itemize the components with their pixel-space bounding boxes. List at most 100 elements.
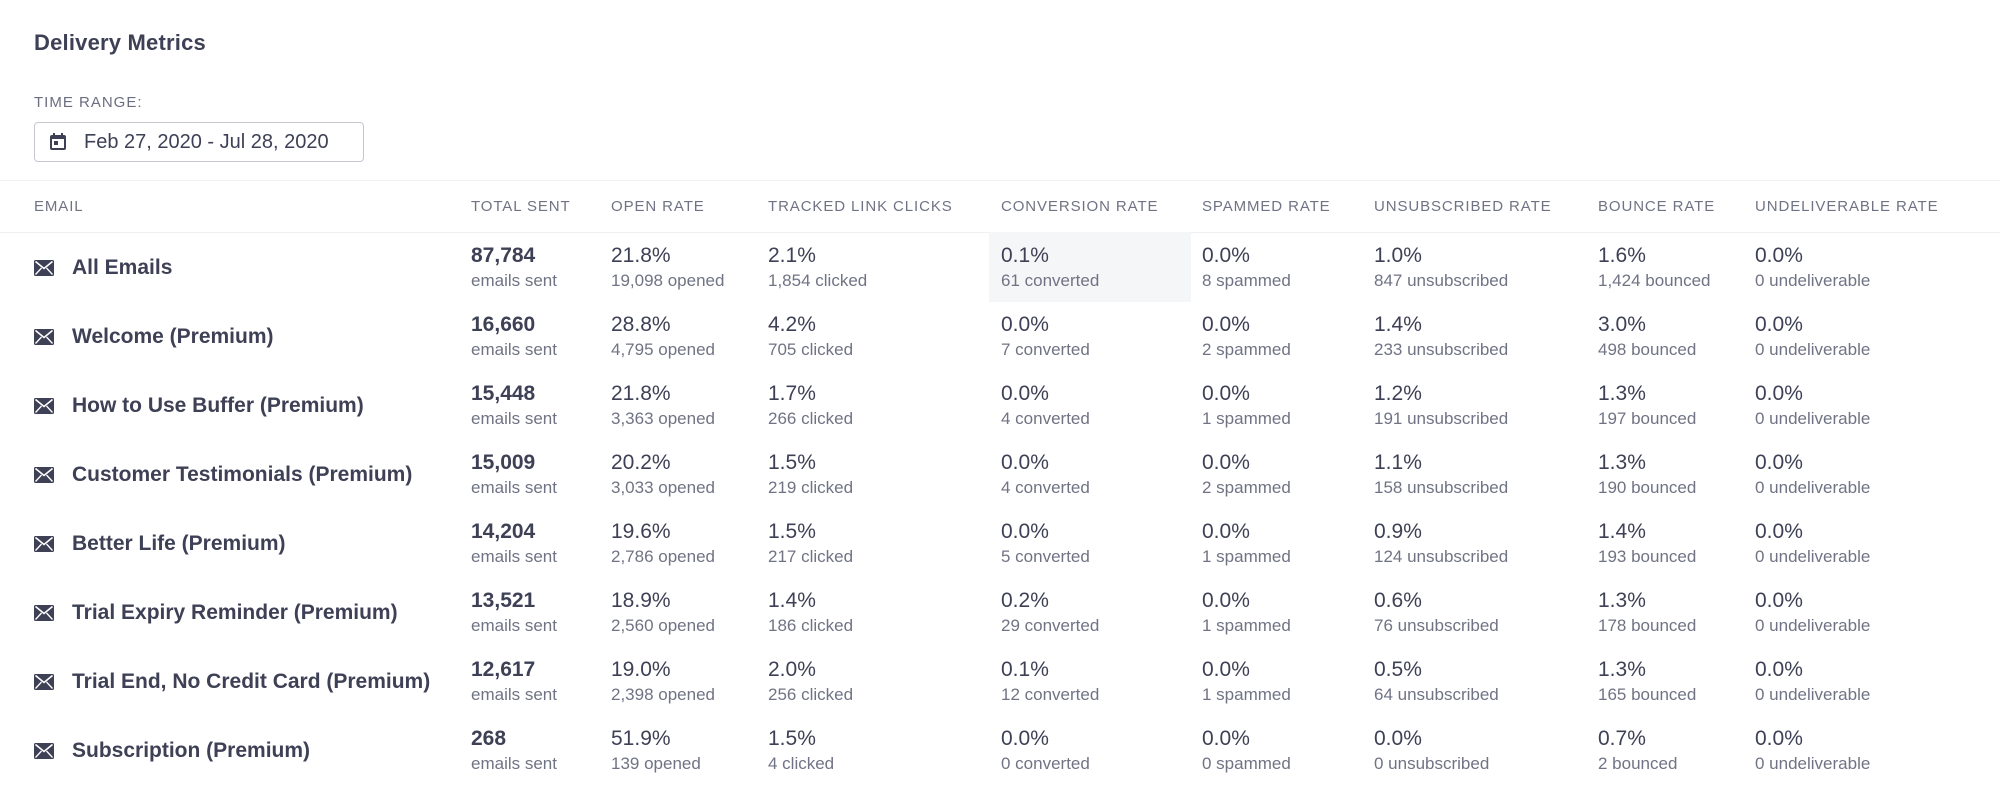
unsubscribed-rate-cell: 1.4% 233 unsubscribed (1374, 312, 1508, 361)
spammed-rate-value: 0.0% (1202, 451, 1250, 474)
bounce-rate-cell: 1.4% 193 bounced (1598, 519, 1696, 568)
column-header-unsubscribed-rate: UNSUBSCRIBED RATE (1374, 198, 1552, 215)
table-row[interactable]: Trial Expiry Reminder (Premium) 13,521 ema… (0, 578, 2000, 647)
conversion-rate-value: 0.0% (1001, 520, 1049, 543)
unsubscribed-rate-subtext: 847 unsubscribed (1374, 271, 1509, 290)
open-rate-value: 21.8% (611, 382, 671, 405)
conversion-rate-cell: 0.0% 7 converted (1001, 312, 1090, 361)
undeliverable-rate-subtext: 0 undeliverable (1755, 547, 1871, 566)
email-name: Trial Expiry Reminder (Premium) (72, 600, 398, 624)
open-rate-cell: 18.9% 2,560 opened (611, 588, 715, 637)
bounce-rate-cell: 1.3% 190 bounced (1598, 450, 1696, 499)
undeliverable-rate-cell: 0.0% 0 undeliverable (1755, 450, 1870, 499)
tracked-link-clicks-value: 1.4% (768, 589, 816, 612)
total-sent-value: 13,521 (471, 589, 536, 612)
conversion-rate-value: 0.1% (1001, 244, 1049, 267)
column-header-open-rate: OPEN RATE (611, 198, 705, 215)
open-rate-value: 19.0% (611, 658, 671, 681)
tracked-link-clicks-cell: 2.0% 256 clicked (768, 657, 853, 706)
email-name: Better Life (Premium) (72, 531, 286, 555)
email-name-cell[interactable]: Trial End, No Credit Card (Premium) (34, 647, 430, 716)
total-sent-subtext: emails sent (471, 754, 557, 773)
bounce-rate-cell: 0.7% 2 bounced (1598, 726, 1677, 775)
spammed-rate-cell: 0.0% 8 spammed (1202, 243, 1291, 292)
undeliverable-rate-subtext: 0 undeliverable (1755, 685, 1871, 704)
bounce-rate-value: 1.4% (1598, 520, 1646, 543)
total-sent-subtext: emails sent (471, 271, 557, 290)
envelope-icon (34, 259, 54, 276)
tracked-link-clicks-subtext: 266 clicked (768, 409, 854, 428)
open-rate-subtext: 3,363 opened (611, 409, 715, 428)
open-rate-cell: 28.8% 4,795 opened (611, 312, 715, 361)
unsubscribed-rate-subtext: 124 unsubscribed (1374, 547, 1509, 566)
email-name: Subscription (Premium) (72, 738, 311, 762)
email-name-cell[interactable]: Better Life (Premium) (34, 509, 286, 578)
email-name-cell[interactable]: All Emails (34, 233, 172, 302)
open-rate-cell: 19.6% 2,786 opened (611, 519, 715, 568)
undeliverable-rate-value: 0.0% (1755, 313, 1803, 336)
undeliverable-rate-value: 0.0% (1755, 520, 1803, 543)
tracked-link-clicks-cell: 1.5% 217 clicked (768, 519, 853, 568)
column-header-email: EMAIL (34, 198, 84, 215)
email-name-cell[interactable]: Trial Expiry Reminder (Premium) (34, 578, 398, 647)
conversion-rate-subtext: 7 converted (1001, 340, 1090, 359)
envelope-icon (34, 604, 54, 621)
unsubscribed-rate-value: 1.0% (1374, 244, 1422, 267)
tracked-link-clicks-value: 1.7% (768, 382, 816, 405)
spammed-rate-cell: 0.0% 1 spammed (1202, 588, 1291, 637)
unsubscribed-rate-cell: 0.0% 0 unsubscribed (1374, 726, 1489, 775)
total-sent-cell: 15,009 emails sent (471, 450, 557, 499)
email-name: All Emails (72, 255, 173, 279)
email-name-cell[interactable]: Customer Testimonials (Premium) (34, 440, 412, 509)
conversion-rate-value: 0.0% (1001, 382, 1049, 405)
table-row[interactable]: Welcome (Premium) 16,660 emails sent 28.8% 4… (0, 302, 2000, 371)
undeliverable-rate-subtext: 0 undeliverable (1755, 271, 1871, 290)
total-sent-subtext: emails sent (471, 478, 557, 497)
tracked-link-clicks-subtext: 219 clicked (768, 478, 854, 497)
email-name-cell[interactable]: Welcome (Premium) (34, 302, 274, 371)
tracked-link-clicks-value: 1.5% (768, 727, 816, 750)
tracked-link-clicks-subtext: 705 clicked (768, 340, 854, 359)
undeliverable-rate-value: 0.0% (1755, 589, 1803, 612)
unsubscribed-rate-subtext: 191 unsubscribed (1374, 409, 1509, 428)
spammed-rate-subtext: 2 spammed (1202, 340, 1291, 359)
conversion-rate-value: 0.2% (1001, 589, 1049, 612)
email-name: Trial End, No Credit Card (Premium) (72, 669, 431, 693)
total-sent-value: 87,784 (471, 244, 536, 267)
page-title: Delivery Metrics (34, 30, 206, 55)
email-name-cell[interactable]: How to Use Buffer (Premium) (34, 371, 364, 440)
column-header-undeliverable-rate: UNDELIVERABLE RATE (1755, 198, 1939, 215)
email-name: Welcome (Premium) (72, 324, 274, 348)
table-row[interactable]: Customer Testimonials (Premium) 15,009 ema… (0, 440, 2000, 509)
date-range-picker[interactable]: Feb 27, 2020 - Jul 28, 2020 (34, 122, 364, 162)
column-header-tracked-link-clicks: TRACKED LINK CLICKS (768, 198, 953, 215)
email-name-cell[interactable]: Subscription (Premium) (34, 716, 310, 785)
open-rate-subtext: 139 opened (611, 754, 701, 773)
conversion-rate-value: 0.1% (1001, 658, 1049, 681)
bounce-rate-value: 3.0% (1598, 313, 1646, 336)
undeliverable-rate-subtext: 0 undeliverable (1755, 478, 1871, 497)
bounce-rate-cell: 1.3% 165 bounced (1598, 657, 1696, 706)
undeliverable-rate-subtext: 0 undeliverable (1755, 616, 1871, 635)
total-sent-subtext: emails sent (471, 547, 557, 566)
table-header: EMAIL TOTAL SENT OPEN RATE TRACKED LINK … (0, 180, 2000, 232)
tracked-link-clicks-subtext: 1,854 clicked (768, 271, 868, 290)
table-row[interactable]: Better Life (Premium) 14,204 emails sent 19… (0, 509, 2000, 578)
unsubscribed-rate-value: 1.1% (1374, 451, 1422, 474)
spammed-rate-cell: 0.0% 2 spammed (1202, 450, 1291, 499)
undeliverable-rate-cell: 0.0% 0 undeliverable (1755, 243, 1870, 292)
bounce-rate-subtext: 498 bounced (1598, 340, 1697, 359)
table-row[interactable]: Trial End, No Credit Card (Premium) 12,61… (0, 647, 2000, 716)
bounce-rate-subtext: 165 bounced (1598, 685, 1697, 704)
table-row[interactable]: Subscription (Premium) 268 emails sent 51.9… (0, 716, 2000, 785)
spammed-rate-cell: 0.0% 2 spammed (1202, 312, 1291, 361)
conversion-rate-subtext: 61 converted (1001, 271, 1100, 290)
undeliverable-rate-cell: 0.0% 0 undeliverable (1755, 312, 1870, 361)
open-rate-value: 19.6% (611, 520, 671, 543)
unsubscribed-rate-cell: 0.5% 64 unsubscribed (1374, 657, 1499, 706)
table-row[interactable]: All Emails 87,784 emails sent 21.8% 19,098 o… (0, 233, 2000, 302)
total-sent-subtext: emails sent (471, 409, 557, 428)
tracked-link-clicks-value: 4.2% (768, 313, 816, 336)
table-row[interactable]: How to Use Buffer (Premium) 15,448 emails … (0, 371, 2000, 440)
unsubscribed-rate-subtext: 76 unsubscribed (1374, 616, 1499, 635)
